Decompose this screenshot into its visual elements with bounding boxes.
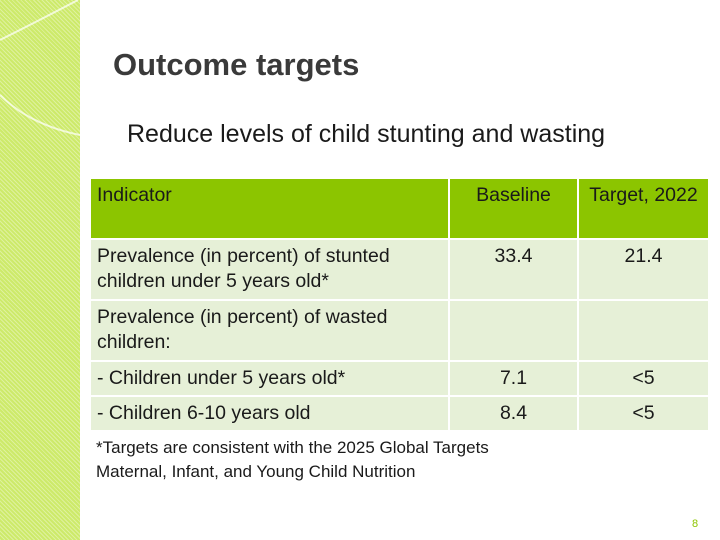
target-cell: <5 <box>578 395 708 430</box>
indicator-cell: Prevalence (in percent) of stunted child… <box>91 238 450 300</box>
slide-title: Outcome targets <box>113 47 360 82</box>
decorative-side-band <box>0 0 80 540</box>
footnote-line-2: Maternal, Infant, and Young Child Nutrit… <box>96 462 416 481</box>
table-row: Prevalence (in percent) of stunted child… <box>91 238 708 300</box>
baseline-cell: 8.4 <box>449 395 579 430</box>
table-row: - Children 6-10 years old 8.4 <5 <box>91 395 708 430</box>
baseline-cell <box>449 299 579 361</box>
indicator-cell: - Children 6-10 years old <box>91 395 450 430</box>
page-number: 8 <box>692 518 699 530</box>
baseline-cell: 33.4 <box>449 238 579 300</box>
target-cell <box>578 299 708 361</box>
indicator-cell: Prevalence (in percent) of wasted childr… <box>91 299 450 361</box>
decorative-curves <box>0 0 80 136</box>
footnote-line-1: *Targets are consistent with the 2025 Gl… <box>96 438 489 457</box>
slide-subtitle: Reduce levels of child stunting and wast… <box>127 120 606 148</box>
header-baseline: Baseline <box>449 179 579 239</box>
table-row: - Children under 5 years old* 7.1 <5 <box>91 360 708 396</box>
header-target: Target, 2022 <box>578 179 708 239</box>
footnote: *Targets are consistent with the 2025 Gl… <box>96 436 489 484</box>
indicator-cell: - Children under 5 years old* <box>91 360 450 396</box>
table-row: Prevalence (in percent) of wasted childr… <box>91 299 708 361</box>
outcome-targets-table: Indicator Baseline Target, 2022 Prevalen… <box>91 179 708 430</box>
header-indicator: Indicator <box>91 179 450 239</box>
baseline-cell: 7.1 <box>449 360 579 396</box>
target-cell: <5 <box>578 360 708 396</box>
table-header-row: Indicator Baseline Target, 2022 <box>91 179 708 239</box>
target-cell: 21.4 <box>578 238 708 300</box>
